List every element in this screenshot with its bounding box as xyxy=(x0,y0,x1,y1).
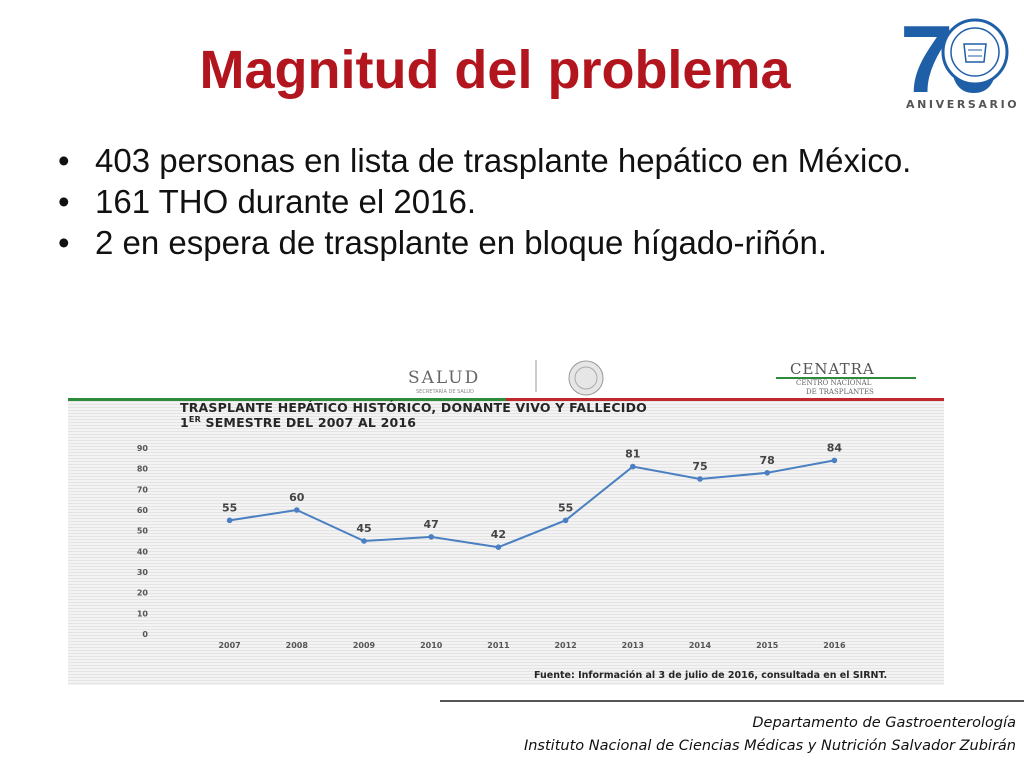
data-point xyxy=(226,517,233,524)
data-label: 42 xyxy=(491,528,506,541)
bullet-dot-icon: • xyxy=(58,142,70,179)
x-tick-label: 2010 xyxy=(420,641,443,650)
chart-source-note: Fuente: Información al 3 de julio de 201… xyxy=(534,670,888,681)
salud-logo-box xyxy=(398,364,520,388)
data-label: 75 xyxy=(692,460,707,473)
data-point xyxy=(764,470,770,476)
data-label: 47 xyxy=(424,518,439,531)
data-point xyxy=(495,544,502,550)
data-label: 78 xyxy=(760,454,775,467)
y-tick-label: 60 xyxy=(137,506,149,515)
data-label: 81 xyxy=(625,448,640,461)
bullet-list: • 403 personas en lista de trasplante hep… xyxy=(58,140,958,263)
y-tick-label: 30 xyxy=(137,568,149,577)
bullet-dot-icon: • xyxy=(58,224,70,261)
x-tick-label: 2007 xyxy=(218,641,240,650)
chart-title-line1: TRASPLANTE HEPÁTICO HISTÓRICO, DONANTE V… xyxy=(180,400,647,415)
data-point xyxy=(697,476,703,482)
data-label: 60 xyxy=(289,491,305,504)
chart-green-stripe xyxy=(68,398,506,401)
chart-title-ordinal: 1 xyxy=(180,415,189,431)
footer-department: Departamento de Gastroenterología xyxy=(752,715,1016,731)
bullet-item: • 161 THO durante el 2016. xyxy=(58,181,958,222)
bullet-item: • 2 en espera de trasplante en bloque híg… xyxy=(58,222,958,263)
chart-header-logos: SALUD SECRETARÍA DE SALUD CENATRA CENTRO… xyxy=(398,360,916,396)
logo-seal-icon xyxy=(941,18,1009,86)
y-tick-label: 0 xyxy=(142,630,148,639)
cenatra-green-stripe xyxy=(776,377,916,379)
series-line xyxy=(229,459,835,549)
y-tick-label: 50 xyxy=(137,527,149,536)
salud-logo-text: SALUD xyxy=(408,368,480,388)
line-chart: 0 10 20 30 40 50 60 70 80 90 2007 2008 2009 2010 2011 2… xyxy=(68,398,944,650)
x-tick-label: 2009 xyxy=(353,641,376,650)
y-tick-label: 10 xyxy=(137,609,149,618)
x-tick-label: 2008 xyxy=(286,641,309,650)
data-point xyxy=(294,507,300,513)
cenatra-logo-sub2: DE TRASPLANTES xyxy=(806,388,874,396)
chart-title-sup: ER xyxy=(188,415,201,424)
bullet-item: • 403 personas en lista de trasplante hep… xyxy=(58,140,958,181)
slide-title: Magnitud del problema xyxy=(199,40,791,100)
x-tick-label: 2013 xyxy=(622,641,644,650)
y-tick-label: 40 xyxy=(137,547,149,556)
data-label: 55 xyxy=(558,501,573,514)
anniversary-logo: 70 ANIVERSARIO xyxy=(900,6,1019,112)
footer-divider xyxy=(440,700,1024,702)
bullet-dot-icon: • xyxy=(58,183,70,220)
x-tick-label: 2012 xyxy=(554,641,576,650)
y-tick-label: 20 xyxy=(137,589,149,598)
cenatra-logo-text: CENATRA xyxy=(790,360,875,378)
mexico-seal-icon xyxy=(568,360,604,396)
x-tick-label: 2016 xyxy=(823,641,846,650)
data-point xyxy=(831,457,838,464)
data-label: 45 xyxy=(356,522,371,535)
x-tick-label: 2015 xyxy=(756,641,779,650)
x-tick-label: 2011 xyxy=(487,641,510,650)
chart-red-stripe xyxy=(506,398,944,401)
data-label: 84 xyxy=(827,441,843,454)
chart-title-line2: 1ER SEMESTRE DEL 2007 AL 2016 xyxy=(180,414,880,429)
chart-panel: 0 10 20 30 40 50 60 70 80 90 2007 2008 2009 2010 2011 2… xyxy=(68,398,944,685)
cenatra-logo-sub1: CENTRO NACIONAL xyxy=(796,379,872,387)
data-point xyxy=(562,517,569,524)
logo-text: ANIVERSARIO xyxy=(906,98,1019,111)
footer-institute: Instituto Nacional de Ciencias Médicas y… xyxy=(523,738,1016,754)
data-point xyxy=(428,534,435,540)
bullet-text: 2 en espera de trasplante en bloque híga… xyxy=(95,224,828,261)
data-label: 55 xyxy=(222,501,237,514)
chart-title: TRASPLANTE HEPÁTICO HISTÓRICO, DONANTE V… xyxy=(180,400,880,429)
bullet-text: 161 THO durante el 2016. xyxy=(95,183,476,220)
salud-logo-sub: SECRETARÍA DE SALUD xyxy=(416,388,474,395)
data-point xyxy=(361,538,367,544)
bullet-text: 403 personas en lista de trasplante hepá… xyxy=(95,142,912,179)
footer: Departamento de Gastroenterología Instit… xyxy=(524,712,1016,758)
x-tick-label: 2014 xyxy=(689,641,712,650)
data-point xyxy=(630,463,636,470)
y-tick-label: 70 xyxy=(137,485,149,494)
chart-title-rest: SEMESTRE DEL 2007 AL 2016 xyxy=(200,415,417,431)
y-tick-label: 90 xyxy=(137,444,149,453)
y-tick-label: 80 xyxy=(137,465,149,474)
